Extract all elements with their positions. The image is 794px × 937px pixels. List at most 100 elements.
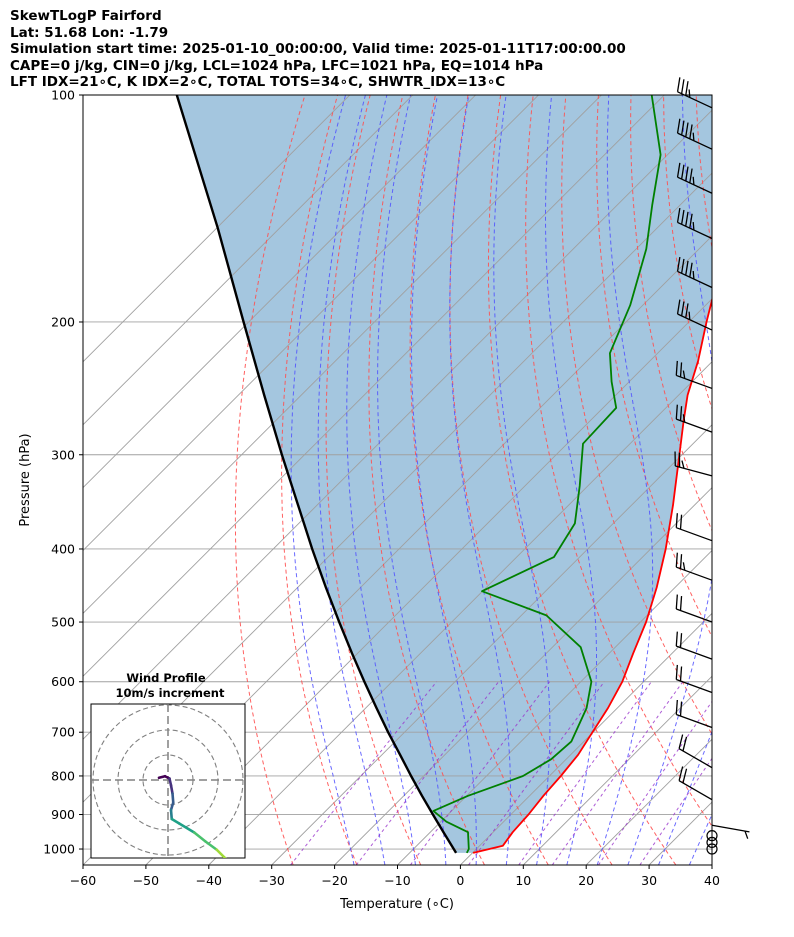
moist-adiabat-line (346, 95, 416, 865)
x-tick-label: 40 (704, 873, 720, 888)
wind-barb-feather (675, 513, 678, 528)
wind-barb-feather (679, 596, 683, 611)
sounding-profiles (175, 95, 712, 854)
moist-adiabat-line (290, 95, 355, 865)
wind-barb-feather (676, 256, 681, 272)
wind-barb-feather (679, 633, 683, 648)
wind-barb-feather (689, 168, 693, 184)
calm-wind-circle (706, 843, 718, 855)
dry-adiabat-line (409, 95, 549, 865)
wind-barb-feather (679, 554, 683, 569)
wind-barb-feather (675, 552, 678, 568)
x-tick-label: −60 (70, 873, 96, 888)
dry-adiabat-line (525, 95, 712, 828)
chart-title-times: Simulation start time: 2025-01-10_00:00:… (10, 41, 626, 57)
mixing-ratio-lines (290, 681, 712, 865)
wind-barb-feather (676, 77, 681, 92)
wind-barb-staff (678, 748, 713, 769)
parcel-line (175, 95, 458, 854)
wind-barb-feather (685, 81, 689, 96)
wind-barb-feather (676, 118, 681, 134)
wind-barb-feather (744, 830, 749, 839)
wind-barb-staff (677, 91, 713, 109)
moist-adiabat-line (317, 95, 386, 865)
hodograph-inset (90, 703, 246, 859)
wind-barb-feather (685, 303, 689, 318)
wind-barb-feather (689, 213, 693, 229)
wind-barb-feather (675, 404, 678, 420)
dry-adiabat-line (729, 95, 794, 865)
wind-barb-feather (675, 664, 678, 680)
wind-barb-feather (678, 734, 684, 749)
x-tick-label: −50 (133, 873, 159, 888)
cape-cin-shading (176, 95, 712, 853)
wind-barb-feather (679, 514, 683, 530)
moist-adiabat-line (658, 730, 712, 865)
calm-wind-circle (706, 836, 718, 849)
wind-barb-staff (677, 270, 713, 289)
wind-barb-feather (676, 207, 681, 223)
cin-fill-area (176, 95, 712, 853)
wind-barb-feather (685, 211, 689, 227)
wind-barb-feather (678, 766, 684, 781)
wind-barb-staff (676, 713, 713, 729)
wind-barb-staff (676, 418, 713, 433)
temperature-line (472, 296, 712, 854)
wind-barb-feather (682, 736, 688, 752)
hodograph-trace-segment (169, 808, 174, 821)
isotherm-line (522, 675, 712, 865)
dry-adiabat-line (561, 95, 712, 736)
wind-barb-feather (682, 414, 686, 423)
wind-barb-feather (675, 594, 678, 610)
wind-barb-staff (676, 374, 713, 390)
chart-title-location: Lat: 51.68 Lon: -1.79 (10, 24, 169, 41)
wind-barb-feather (689, 262, 693, 278)
isotherm-line (83, 95, 539, 552)
wind-barb-feather (679, 666, 683, 682)
hodograph-subtitle: 10m/s increment (116, 686, 225, 700)
x-tick-label: 30 (641, 873, 657, 888)
moist-adiabats (290, 95, 712, 865)
wind-barb-feather (679, 362, 683, 378)
wind-barb-feather (692, 221, 695, 231)
x-tick-label: −30 (259, 873, 285, 888)
wind-barb-staff (711, 824, 750, 833)
y-tick-label: 600 (51, 674, 75, 689)
dewpoint-line (432, 95, 662, 854)
wind-barb-feather (682, 370, 686, 379)
y-tick-label: 800 (51, 768, 75, 783)
moist-adiabat-line (449, 95, 511, 865)
wind-barb-feather (679, 701, 683, 717)
y-tick-label: 1000 (43, 842, 75, 857)
wind-barb-staff (676, 527, 713, 542)
wind-barb-feather (680, 258, 685, 274)
wind-barb-feather (675, 631, 678, 647)
isotherm-line (711, 864, 712, 865)
wind-barb-staff (676, 678, 713, 694)
isotherm-line (334, 486, 712, 865)
wind-barb-feather (682, 562, 686, 571)
y-tick-label: 700 (51, 725, 75, 740)
wind-barb-feather (688, 89, 691, 98)
wind-barb-staff (677, 221, 713, 240)
dry-adiabat-line (281, 95, 358, 865)
wind-barb-feather (675, 699, 678, 715)
isotherm-line (83, 95, 351, 363)
y-tick-label: 300 (51, 447, 75, 462)
dry-adiabat-line (449, 95, 613, 865)
wind-barb-staff (677, 176, 713, 194)
wind-barb-feather (680, 120, 685, 136)
y-tick-label: 100 (51, 88, 75, 103)
wind-barb-feather (676, 162, 681, 178)
moist-adiabat-line (596, 95, 654, 865)
hodograph-trace-segment (192, 831, 207, 843)
wind-barb-feather (692, 132, 695, 141)
x-axis: −60 −50 −40 −30 −20 −10 0 10 20 30 40 (70, 865, 720, 888)
wind-barb-feather (685, 260, 689, 276)
wind-barb-feather (692, 270, 695, 280)
x-tick-label: −20 (321, 873, 347, 888)
wind-barb-staff (677, 313, 713, 331)
hodograph-trace-segment (171, 792, 175, 804)
hodograph-title: Wind Profile (126, 671, 206, 685)
